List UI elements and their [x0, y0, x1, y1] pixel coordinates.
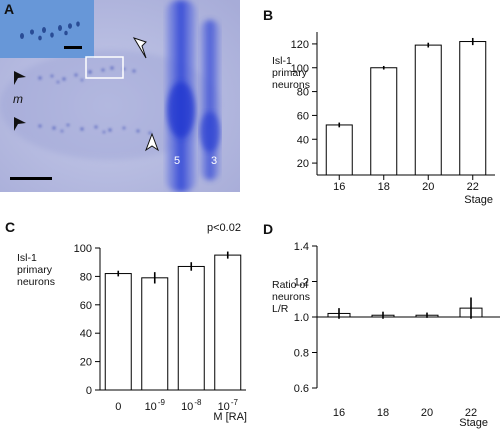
- panel-letter-d: D: [263, 221, 274, 237]
- y-tick-label: 1.4: [294, 241, 309, 253]
- x-tick-label: 0: [115, 401, 121, 413]
- x-tick-label: 20: [422, 181, 434, 193]
- y-tick-label: 80: [297, 87, 309, 99]
- y-tick-label: 60: [80, 300, 92, 312]
- bar: [214, 254, 242, 391]
- panel-letter-c: C: [5, 219, 16, 235]
- x-tick-label: 18: [378, 181, 390, 193]
- y-tick-label: 1.2: [294, 277, 309, 289]
- stripe-3: [200, 20, 220, 180]
- y-axis-label: primary: [272, 67, 308, 79]
- stripe-5: [166, 0, 196, 192]
- significance-annotation: p<0.02: [207, 222, 241, 234]
- bar: [325, 124, 353, 176]
- x-tick-label: 10-8: [181, 398, 202, 413]
- y-tick-label: 20: [80, 357, 92, 369]
- micrograph-panel: m 5 3 A: [0, 0, 240, 192]
- y-tick-label: 40: [297, 134, 309, 146]
- micrograph-image: m 5 3: [0, 0, 240, 192]
- x-axis-label: M [RA]: [213, 411, 247, 423]
- x-tick-label: 16: [333, 407, 345, 419]
- stripe-5-label: 5: [174, 155, 180, 167]
- y-tick-label: 120: [291, 39, 309, 51]
- panel-letter-a: A: [4, 1, 15, 17]
- chart-c: 0 20 40 60 80 100 0 10-9 10-8 10-7 Isl-1primaryneu…: [17, 222, 247, 423]
- y-tick-label: 0.8: [294, 348, 309, 360]
- arrowhead-upper-icon: [14, 71, 26, 85]
- bar: [414, 44, 442, 176]
- y-axis-label: primary: [17, 264, 53, 276]
- y-axis-label: L/R: [272, 303, 289, 315]
- bar: [459, 41, 487, 176]
- x-tick-label: 22: [465, 407, 477, 419]
- x-axis-label: Stage: [459, 417, 488, 429]
- bar: [141, 277, 169, 391]
- y-tick-label: 0: [86, 385, 92, 397]
- scale-bar: [10, 177, 52, 180]
- stripe-3-label: 3: [211, 155, 217, 167]
- x-tick-label: 16: [333, 181, 345, 193]
- y-tick-label: 100: [291, 63, 309, 75]
- x-tick-label: 18: [377, 407, 389, 419]
- chart-d: 0.6 0.8 1.0 1.2 1.4 16 18 20 22 Ratio ofneuronsL/…: [272, 241, 500, 429]
- bar: [177, 265, 205, 391]
- y-axis-label: Ratio of: [272, 279, 308, 291]
- boxed-region: [85, 56, 124, 79]
- x-tick-label: 20: [421, 407, 433, 419]
- neural-plate-region: [0, 50, 220, 160]
- bar: [370, 67, 398, 176]
- y-tick-label: 20: [297, 158, 309, 170]
- x-tick-label: 10-7: [218, 398, 239, 413]
- y-axis-label: neurons: [272, 291, 310, 303]
- x-tick-label: 10-9: [145, 398, 166, 413]
- y-tick-label: 1.0: [294, 312, 309, 324]
- y-tick-label: 40: [80, 328, 92, 340]
- midline-label: m: [13, 92, 23, 106]
- y-tick-label: 0.6: [294, 383, 309, 395]
- bar: [104, 273, 132, 391]
- y-tick-label: 100: [74, 243, 92, 255]
- inset-scale-bar: [64, 46, 82, 49]
- open-arrowhead-lower-icon: [144, 132, 160, 152]
- y-tick-label: 80: [80, 271, 92, 283]
- inset-magnified: [0, 0, 94, 58]
- y-axis-label: Isl-1: [272, 55, 292, 67]
- x-tick-label: 22: [467, 181, 479, 193]
- chart-b: 20 40 60 80 100 120 16 18 20 22 Isl-1primaryneuron…: [272, 32, 495, 206]
- open-arrowhead-upper-icon: [132, 37, 147, 59]
- neuron-row-lower: [38, 123, 152, 135]
- y-axis-label: neurons: [17, 276, 55, 288]
- arrowhead-lower-icon: [14, 117, 26, 131]
- y-axis-label: Isl-1: [17, 252, 37, 264]
- x-axis-label: Stage: [464, 194, 493, 206]
- panel-letter-b: B: [263, 7, 274, 23]
- y-tick-label: 60: [297, 110, 309, 122]
- y-axis-label: neurons: [272, 79, 310, 91]
